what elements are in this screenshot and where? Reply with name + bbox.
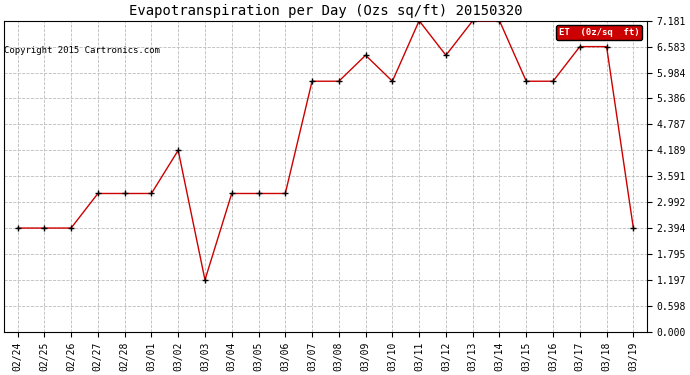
Legend: ET  (0z/sq  ft): ET (0z/sq ft)	[556, 25, 642, 40]
Title: Evapotranspiration per Day (Ozs sq/ft) 20150320: Evapotranspiration per Day (Ozs sq/ft) 2…	[128, 4, 522, 18]
Text: Copyright 2015 Cartronics.com: Copyright 2015 Cartronics.com	[4, 46, 160, 55]
